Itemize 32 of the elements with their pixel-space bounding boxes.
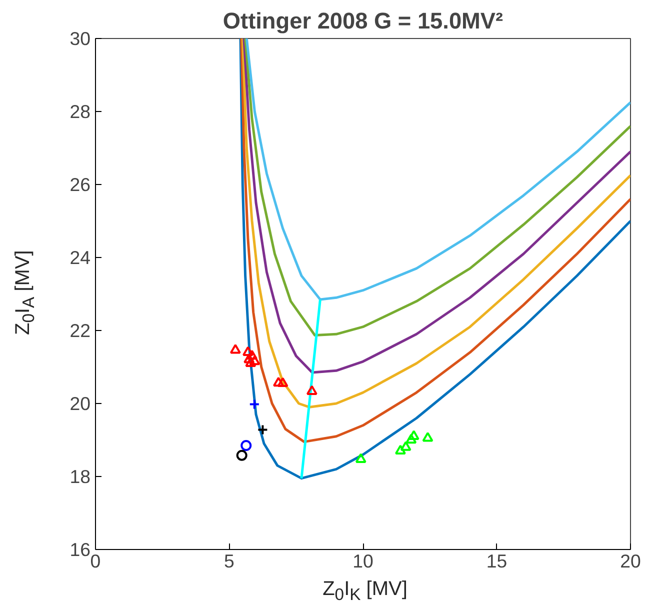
point	[249, 355, 260, 366]
point	[240, 440, 252, 451]
x-tick-label: 5	[224, 550, 234, 572]
point	[408, 430, 420, 440]
point	[248, 398, 260, 410]
x-tick-label: 15	[486, 550, 508, 572]
y-tick-label: 18	[70, 466, 91, 487]
point	[242, 346, 254, 356]
point	[245, 357, 256, 367]
point	[230, 344, 241, 354]
point	[257, 424, 268, 436]
y-tick-label: 28	[70, 101, 91, 122]
point	[422, 432, 434, 442]
chart-title: Ottinger 2008 G = 15.0MV²	[222, 8, 504, 34]
point	[236, 450, 248, 461]
y-tick-label: 26	[70, 174, 91, 195]
y-tick-label: 16	[70, 539, 91, 560]
y-tick-label: 20	[70, 393, 91, 414]
point	[277, 377, 288, 388]
x-axis-title: Z$_{0}$I$_{K}$ [MV]	[322, 577, 408, 606]
y-tick-label: 24	[70, 247, 91, 268]
point	[355, 453, 366, 463]
point	[306, 385, 318, 396]
point	[272, 376, 284, 387]
point	[400, 441, 412, 451]
point	[394, 444, 406, 455]
point	[406, 434, 417, 444]
x-tick-label: 20	[620, 550, 641, 572]
x-tick-label: 10	[352, 550, 374, 572]
y-tick-label: 30	[70, 28, 91, 49]
y-tick-label: 22	[70, 320, 91, 341]
x-tick-label: 0	[90, 550, 101, 572]
